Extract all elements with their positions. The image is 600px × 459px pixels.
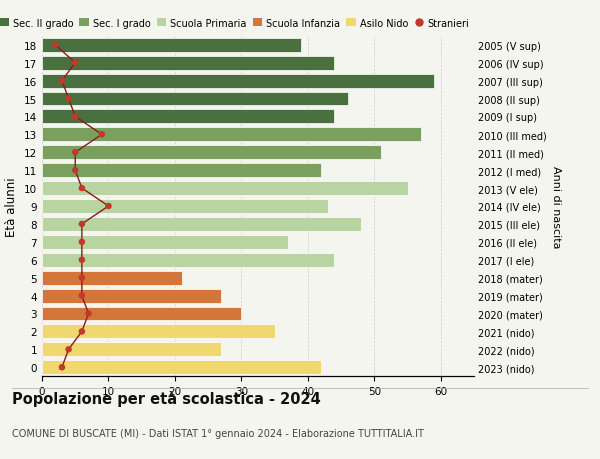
Bar bbox=[42, 128, 421, 142]
Y-axis label: Anni di nascita: Anni di nascita bbox=[551, 165, 561, 248]
Text: Popolazione per età scolastica - 2024: Popolazione per età scolastica - 2024 bbox=[12, 390, 321, 406]
Point bbox=[64, 346, 73, 353]
Point bbox=[70, 149, 80, 157]
Bar bbox=[42, 56, 334, 71]
Bar bbox=[42, 235, 288, 249]
Point bbox=[77, 239, 86, 246]
Point bbox=[57, 364, 67, 371]
Point bbox=[77, 257, 86, 264]
Bar bbox=[42, 342, 221, 357]
Bar bbox=[42, 307, 241, 321]
Bar bbox=[42, 110, 334, 124]
Text: COMUNE DI BUSCATE (MI) - Dati ISTAT 1° gennaio 2024 - Elaborazione TUTTITALIA.IT: COMUNE DI BUSCATE (MI) - Dati ISTAT 1° g… bbox=[12, 428, 424, 438]
Bar bbox=[42, 74, 434, 89]
Bar bbox=[42, 218, 361, 231]
Legend: Sec. II grado, Sec. I grado, Scuola Primaria, Scuola Infanzia, Asilo Nido, Stran: Sec. II grado, Sec. I grado, Scuola Prim… bbox=[0, 18, 469, 28]
Point bbox=[84, 310, 94, 318]
Point bbox=[70, 113, 80, 121]
Point bbox=[77, 221, 86, 228]
Point bbox=[97, 131, 107, 139]
Bar bbox=[42, 289, 221, 303]
Bar bbox=[42, 360, 321, 375]
Point bbox=[77, 328, 86, 336]
Bar bbox=[42, 146, 381, 160]
Bar bbox=[42, 325, 275, 339]
Point bbox=[57, 78, 67, 85]
Bar bbox=[42, 92, 348, 106]
Bar bbox=[42, 164, 321, 178]
Y-axis label: Età alunni: Età alunni bbox=[5, 177, 19, 236]
Point bbox=[77, 185, 86, 192]
Point bbox=[50, 42, 60, 49]
Bar bbox=[42, 200, 328, 213]
Point bbox=[64, 95, 73, 103]
Bar bbox=[42, 271, 182, 285]
Point bbox=[70, 167, 80, 174]
Bar bbox=[42, 253, 334, 267]
Point bbox=[70, 60, 80, 67]
Bar bbox=[42, 182, 407, 196]
Point bbox=[77, 274, 86, 282]
Point bbox=[104, 203, 113, 210]
Point bbox=[77, 292, 86, 300]
Bar bbox=[42, 39, 301, 53]
